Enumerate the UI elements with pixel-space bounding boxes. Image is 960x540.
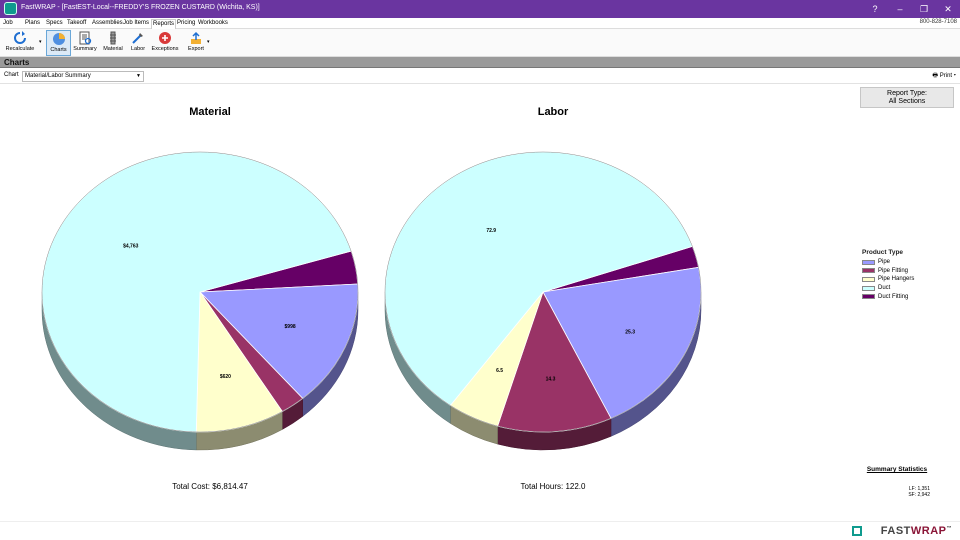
section-title: Charts [4, 58, 30, 67]
chart-selector-bar: Chart Material/Labor Summary ▼ 🖶 Print ▾ [0, 69, 960, 84]
material-icon [110, 31, 116, 45]
labor-icon [132, 33, 143, 44]
recalculate-button[interactable]: Recalculate [4, 30, 36, 56]
export-button[interactable]: Export [185, 30, 207, 56]
legend-item-pipe-fitting: Pipe Fitting [862, 267, 952, 276]
export-dropdown-icon[interactable]: ▾ [207, 39, 210, 45]
stat-lf: LF: 1,351 [908, 486, 930, 492]
pie-label-pipe-hangers: $620 [220, 374, 231, 380]
summary-statistics-title: Summary Statistics [866, 466, 928, 473]
brand-part-fast: FAST [880, 525, 911, 537]
menu-bar: Job Plans Specs Takeoff Assemblies Job I… [0, 18, 960, 29]
labor-total-hours: Total Hours: 122.0 [521, 482, 586, 491]
legend-label: Pipe [878, 259, 891, 266]
report-type-label: Report Type: [887, 90, 927, 97]
chart-select-dropdown[interactable]: Material/Labor Summary ▼ [22, 71, 144, 82]
exceptions-label: Exceptions [151, 46, 179, 52]
print-dropdown-icon: ▾ [953, 73, 956, 79]
legend-item-pipe-hangers: Pipe Hangers [862, 275, 952, 284]
menu-plans[interactable]: Plans [25, 20, 41, 26]
window-title: FastWRAP - [FastEST-Local--FREDDY'S FROZ… [21, 4, 260, 11]
legend-swatch [862, 294, 875, 300]
recalculate-dropdown-icon[interactable]: ▾ [39, 39, 42, 45]
pie-label-duct: 72.9 [486, 228, 496, 234]
legend-label: Duct [878, 285, 891, 292]
menu-specs[interactable]: Specs [46, 20, 63, 26]
charts-button[interactable]: Charts [46, 30, 71, 56]
material-label: Material [103, 46, 123, 52]
material-total-cost: Total Cost: $6,814.47 [172, 482, 248, 491]
legend-swatch [862, 259, 875, 265]
legend-label: Pipe Fitting [878, 267, 909, 274]
legend-label: Pipe Hangers [878, 276, 915, 283]
app-logo-icon [4, 2, 17, 15]
chevron-down-icon: ▼ [136, 73, 141, 79]
stat-sf: SF: 2,942 [908, 492, 930, 498]
recalculate-icon [14, 31, 26, 44]
pie-outline [41, 151, 359, 433]
labor-chart-title: Labor [538, 106, 569, 118]
legend-item-duct-fitting: Duct Fitting [862, 292, 952, 301]
printer-icon: 🖶 [932, 73, 939, 79]
legend-title: Product Type [862, 249, 904, 256]
pie-label-duct: $4,763 [123, 243, 139, 249]
pie-outline [384, 151, 702, 433]
menu-job[interactable]: Job [3, 20, 13, 26]
help-icon[interactable]: ? [872, 4, 878, 14]
section-header: Charts [0, 57, 960, 68]
labor-pie-chart: 25.3 14.3 6.5 72.9 [384, 151, 702, 451]
chart-select-value: Material/Labor Summary [25, 73, 91, 79]
legend-swatch [862, 276, 875, 282]
brand-wordmark: FASTWRAP™ [881, 525, 952, 537]
export-icon [191, 31, 201, 44]
pie-label-pipe: $998 [285, 324, 296, 330]
summary-button[interactable]: Summary [72, 30, 98, 56]
charts-area: Material Labor $998 $620 $4,763 25.3 14.3 6.… [41, 106, 702, 491]
menu-job-items[interactable]: Job Items [123, 20, 150, 26]
pie-label-pipe-fitting: 14.3 [546, 377, 556, 383]
brand-part-wrap: WRAP [910, 525, 947, 537]
report-type-value: All Sections [888, 98, 926, 105]
legend-swatch [862, 285, 875, 291]
legend-swatch [862, 268, 875, 274]
labor-label: Labor [130, 46, 146, 52]
legend-item-pipe: Pipe [862, 258, 952, 267]
legend-item-duct: Duct [862, 284, 952, 293]
print-button[interactable]: 🖶 Print ▾ [932, 71, 956, 81]
summary-icon [79, 31, 92, 45]
minimize-button[interactable]: – [897, 4, 903, 14]
restore-button[interactable]: ❐ [919, 4, 929, 14]
material-pie-chart: $998 $620 $4,763 [41, 151, 359, 451]
labor-button[interactable]: Labor [128, 30, 148, 56]
exceptions-icon [159, 32, 171, 44]
charts-label: Charts [50, 47, 67, 53]
toolbar: Recalculate ▾ Charts Summary Material La… [0, 29, 960, 57]
pie-chart-icon [52, 33, 65, 45]
menu-assemblies[interactable]: Assemblies [92, 20, 123, 26]
menu-takeoff[interactable]: Takeoff [67, 20, 87, 26]
footer: FASTWRAP™ [0, 521, 960, 540]
menu-reports[interactable]: Reports [151, 19, 177, 29]
material-button[interactable]: Material [100, 30, 126, 56]
export-label: Export [188, 46, 204, 52]
summary-statistics: Summary Statistics LF: 1,351 SF: 2,942 [862, 466, 932, 498]
chart-legend: Product Type Pipe Pipe Fitting Pipe Hang… [862, 249, 952, 301]
title-bar: FastWRAP - [FastEST-Local--FREDDY'S FROZ… [0, 0, 960, 18]
recalculate-label: Recalculate [5, 46, 35, 52]
brand-trademark: ™ [946, 525, 952, 532]
legend-label: Duct Fitting [878, 293, 909, 300]
exceptions-button[interactable]: Exceptions [150, 30, 180, 56]
close-button[interactable]: ✕ [944, 4, 952, 14]
support-phone: 800-828-7108 [919, 19, 957, 25]
summary-label: Summary [73, 46, 97, 52]
menu-workbooks[interactable]: Workbooks [198, 20, 228, 26]
menu-pricing[interactable]: Pricing [177, 20, 196, 26]
pie-label-pipe-hangers: 6.5 [496, 368, 503, 374]
chart-select-label: Chart [4, 72, 19, 78]
pie-label-pipe: 25.3 [625, 330, 635, 336]
material-chart-title: Material [189, 106, 231, 118]
print-label: Print [939, 73, 953, 79]
report-type-box[interactable]: Report Type: All Sections [860, 87, 954, 108]
brand-logo-icon [852, 526, 862, 536]
